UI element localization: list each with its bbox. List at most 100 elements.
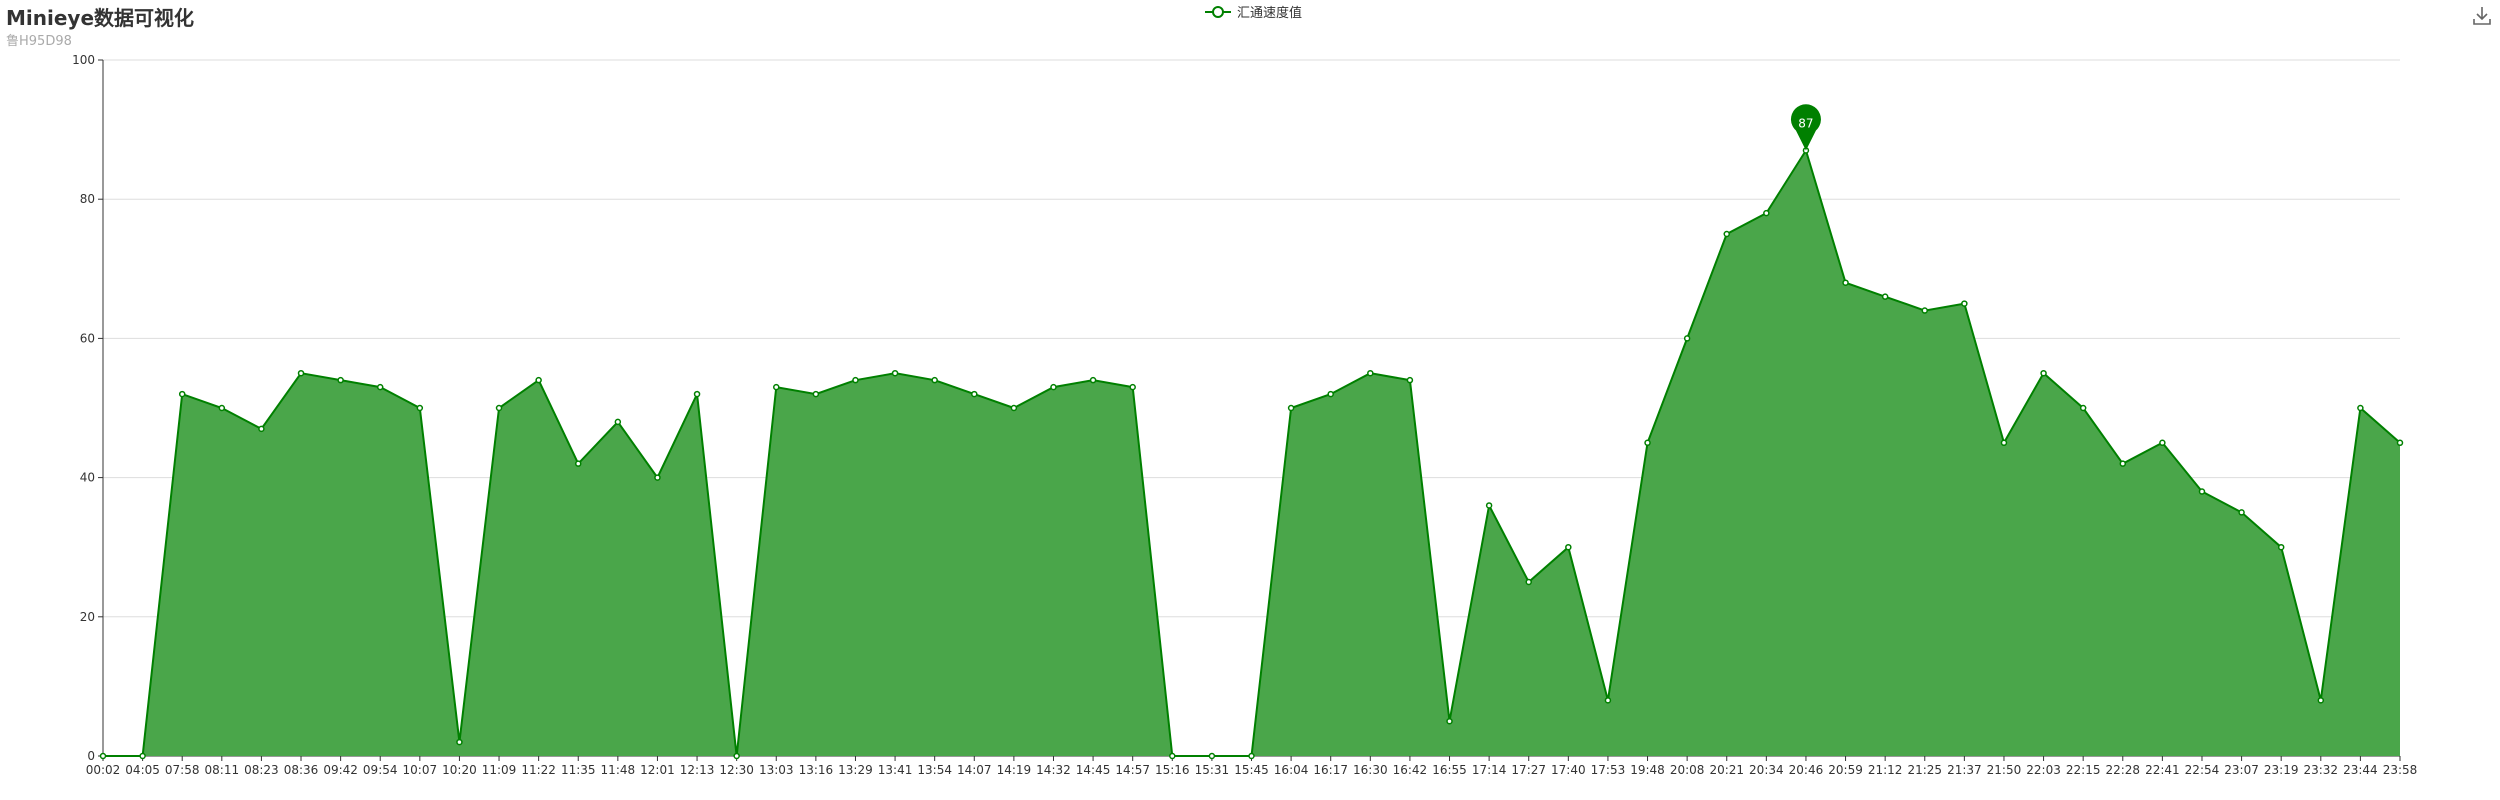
x-tick-label: 17:40 [1551,763,1586,777]
data-point [495,404,503,412]
data-point [1683,335,1691,342]
x-tick-label: 22:41 [2145,763,2180,777]
legend-line-circle-icon [1205,5,1231,18]
data-point [1842,279,1849,286]
x-tick-label: 11:22 [521,763,556,777]
x-tick-label: 20:34 [1749,763,1784,777]
x-tick-label: 17:14 [1472,763,1507,777]
download-button[interactable] [2470,4,2494,28]
x-tick-label: 16:17 [1313,763,1348,777]
x-tick-label: 21:12 [1868,763,1903,777]
data-point [337,376,344,384]
data-point [1169,752,1176,760]
x-tick-label: 15:45 [1234,763,1269,777]
x-tick-label: 13:41 [878,763,913,777]
data-point [1010,404,1018,412]
data-point [1248,752,1255,760]
series-area-fill [103,150,2400,757]
data-point [1129,383,1136,391]
y-tick-label: 60 [80,331,95,345]
data-point [1525,578,1532,586]
x-tick-label: 14:57 [1115,763,1150,777]
x-tick-label: 22:54 [2185,763,2220,777]
x-tick-label: 22:28 [2105,763,2140,777]
data-point [1921,307,1929,314]
x-tick-label: 20:21 [1709,763,1744,777]
data-point [2079,404,2087,412]
data-point [654,474,661,481]
data-point [1327,390,1334,398]
x-tick-label: 21:25 [1907,763,1942,777]
data-point [693,390,701,398]
x-tick-label: 11:09 [482,763,517,777]
data-point [1644,439,1651,447]
x-tick-label: 17:53 [1591,763,1626,777]
data-point [416,404,424,412]
data-point [2238,509,2245,516]
data-point [258,425,265,433]
y-tick-label: 0 [87,749,95,763]
data-point [178,390,186,398]
max-marker-label: 87 [1798,116,1813,130]
x-tick-label: 23:44 [2343,763,2378,777]
x-tick-label: 08:23 [244,763,279,777]
y-tick-label: 40 [80,471,95,485]
x-tick-label: 21:37 [1947,763,1982,777]
page-subtitle: 鲁H95D98 [6,34,72,49]
x-tick-label: 04:05 [125,763,160,777]
x-tick-label: 19:48 [1630,763,1665,777]
x-tick-label: 14:45 [1076,763,1111,777]
data-point [1723,230,1730,238]
data-point [1881,293,1889,300]
x-tick-label: 16:30 [1353,763,1388,777]
x-tick-label: 09:54 [363,763,398,777]
x-tick-label: 10:20 [442,763,477,777]
tick-labels: 0 20 40 60 80 100 00:02 04:05 07:58 08:11 08:23 08:… [72,53,2417,777]
x-tick-label: 20:59 [1828,763,1863,777]
x-tick-label: 13:16 [799,763,834,777]
x-tick-label: 16:55 [1432,763,1467,777]
page-title: Minieye数据可视化 [6,6,195,30]
data-point [99,752,107,760]
x-tick-label: 00:02 [86,763,121,777]
data-point [2357,404,2364,412]
legend-item[interactable]: 汇通速度值 [1205,2,1302,21]
data-point [139,752,146,760]
x-tick-label: 21:50 [1987,763,2022,777]
x-tick-label: 14:19 [997,763,1032,777]
data-point [535,376,542,384]
x-tick-label: 13:54 [917,763,952,777]
data-point [218,404,226,412]
x-tick-label: 22:15 [2066,763,2101,777]
data-point [376,383,384,391]
data-point [1961,300,1968,307]
x-tick-label: 08:11 [205,763,240,777]
data-point [1565,543,1572,551]
data-point [1367,369,1374,377]
x-tick-label: 09:42 [323,763,358,777]
max-marker-pin [1790,104,1821,151]
x-tick-label: 11:48 [601,763,636,777]
data-point [971,390,978,398]
data-point [2198,488,2206,495]
data-point [891,369,899,377]
legend-label: 汇通速度值 [1237,6,1303,21]
data-point [2277,543,2285,551]
data-point [2040,369,2047,377]
data-point [574,460,582,467]
x-tick-label: 14:32 [1036,763,1071,777]
data-point [2396,439,2404,447]
x-tick-label: 12:30 [719,763,754,777]
data-point [1287,404,1295,412]
x-tick-label: 11:35 [561,763,596,777]
x-tick-label: 16:04 [1274,763,1309,777]
data-point [1208,752,1216,760]
x-tick-label: 22:03 [2026,763,2061,777]
x-tick-label: 15:31 [1195,763,1230,777]
x-tick-label: 20:46 [1789,763,1824,777]
x-tick-label: 07:58 [165,763,200,777]
download-icon [2473,7,2491,25]
y-tick-label: 80 [80,192,95,206]
data-point [1446,717,1453,725]
